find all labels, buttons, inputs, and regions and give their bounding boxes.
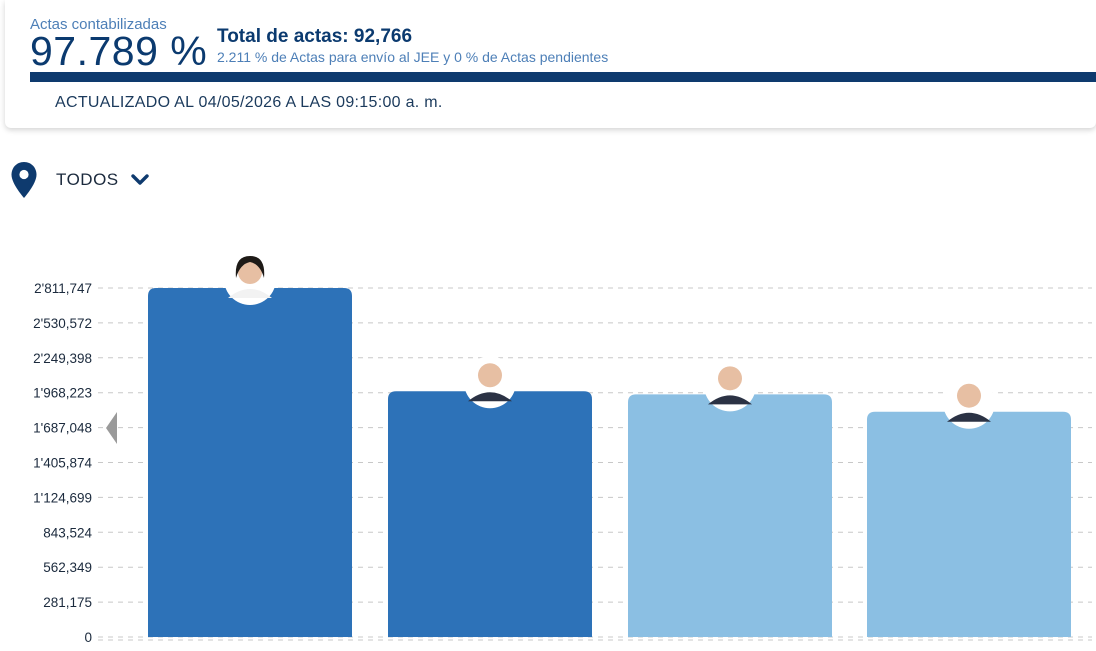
actas-percent: 97.789 % [30, 28, 208, 74]
y-tick-label: 2'530,572 [33, 316, 92, 331]
candidate-avatar-body [228, 289, 272, 298]
y-tick-label: 1'405,874 [33, 455, 92, 470]
candidate-avatar-face [957, 383, 981, 408]
candidate-avatar-face [478, 363, 502, 388]
chevron-down-icon [130, 174, 149, 185]
location-pin-icon [11, 162, 37, 198]
y-tick-label: 0 [84, 630, 92, 645]
y-tick-label: 1'968,223 [33, 386, 92, 401]
candidate-avatar-body [947, 412, 991, 422]
candidate-avatar-body [708, 395, 752, 405]
total-actas: Total de actas: 92,766 [217, 26, 413, 47]
actas-progress-fill [30, 72, 1073, 82]
candidate-avatar-hair [235, 256, 265, 278]
y-tick-label: 2'249,398 [33, 351, 92, 366]
bar [628, 394, 832, 637]
candidate-avatar-face [718, 366, 742, 391]
region-filter-dropdown[interactable]: TODOS [10, 160, 149, 200]
y-tick-label: 281,175 [43, 595, 92, 610]
updated-timestamp: ACTUALIZADO AL 04/05/2026 A LAS 09:15:00… [55, 94, 443, 111]
actas-subtext: 2.211 % de Actas para envío al JEE y 0 %… [217, 49, 609, 65]
candidate-avatar-body [468, 392, 512, 402]
y-tick-label: 843,524 [43, 525, 92, 540]
bar [388, 391, 592, 637]
actas-label: Actas contabilizadas [30, 16, 167, 33]
candidate-avatar-face [238, 260, 262, 284]
actas-progress-bar [30, 72, 1096, 82]
bar [867, 411, 1071, 637]
y-tick-label: 1'687,048 [33, 421, 92, 436]
results-summary-card: Actas contabilizadas 97.789 % Total de a… [5, 0, 1096, 128]
filter-label: TODOS [56, 170, 119, 189]
y-tick-label: 2'811,747 [34, 281, 92, 296]
scroll-left-arrow [106, 412, 117, 444]
bar [148, 288, 352, 637]
y-tick-label: 1'124,699 [33, 490, 92, 505]
y-tick-label: 562,349 [43, 560, 92, 575]
